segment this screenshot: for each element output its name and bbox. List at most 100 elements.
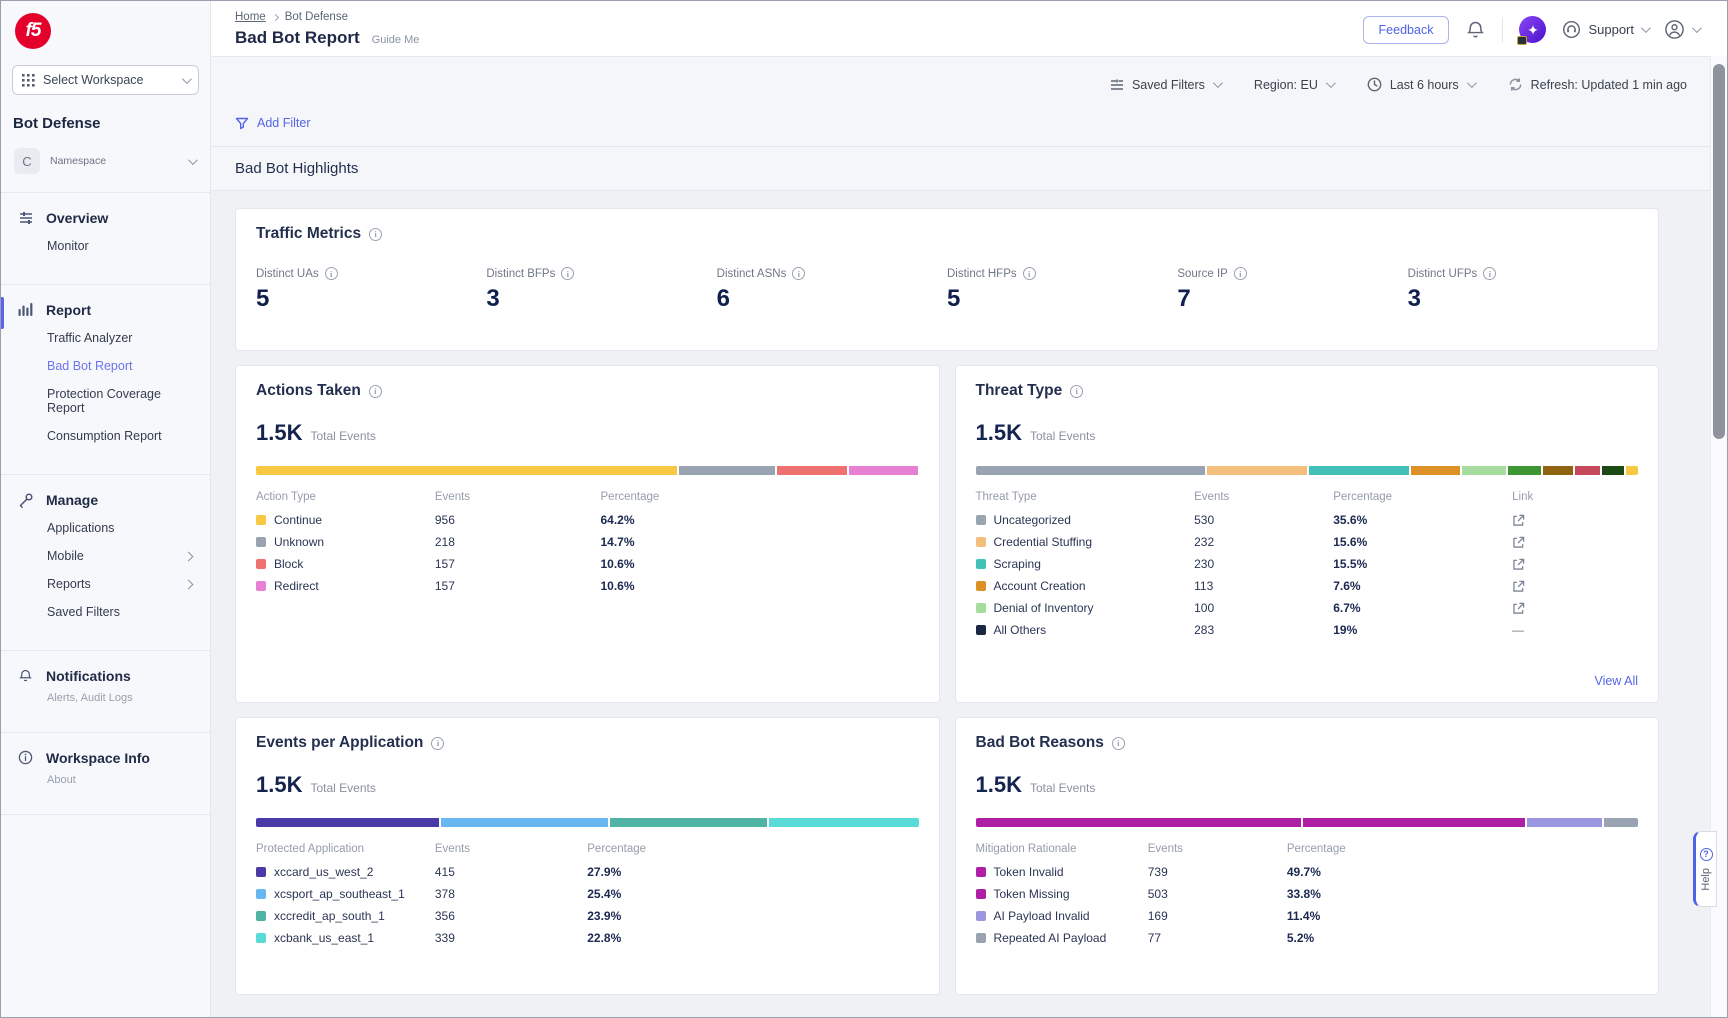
help-tab[interactable]: ? Help [1693, 831, 1717, 907]
external-link-icon[interactable] [1512, 602, 1525, 615]
sidebar-item-saved-filters[interactable]: Saved Filters [1, 598, 210, 626]
row-events: 232 [1194, 535, 1215, 549]
row-label: Account Creation [993, 579, 1086, 593]
row-events: 230 [1194, 557, 1215, 571]
notifications-subtitle: Alerts, Audit Logs [47, 692, 133, 704]
view-all-link[interactable]: View All [1594, 674, 1638, 688]
sidebar-item-mobile[interactable]: Mobile [1, 542, 210, 570]
sidebar-item-reports[interactable]: Reports [1, 570, 210, 598]
table-row: xcsport_ap_southeast_1 378 25.4% [256, 883, 919, 905]
refresh-label: Refresh: Updated 1 min ago [1530, 77, 1687, 92]
sidebar-item-consumption-report[interactable]: Consumption Report [1, 422, 210, 450]
column-header: Percentage [600, 491, 660, 503]
info-icon[interactable] [1022, 267, 1036, 280]
row-events: 100 [1194, 601, 1215, 615]
metric-label: Distinct HFPs [946, 267, 1017, 280]
sidebar-item-label: Applications [47, 521, 115, 535]
chevron-right-icon [271, 13, 279, 21]
legend-swatch [975, 559, 986, 569]
notifications-bell-icon[interactable] [1465, 19, 1486, 40]
sidebar-item-traffic-analyzer[interactable]: Traffic Analyzer [1, 324, 210, 352]
sidebar-item-protection-coverage-report[interactable]: Protection Coverage Report [1, 380, 210, 422]
info-icon[interactable] [792, 267, 806, 280]
table-header: Action Type Events Percentage [256, 491, 919, 509]
support-menu[interactable]: Support [1562, 20, 1651, 39]
saved-filters-dropdown[interactable]: Saved Filters [1110, 77, 1223, 92]
card-title: Bad Bot Reasons [975, 734, 1104, 751]
row-label: Denial of Inventory [993, 601, 1094, 615]
table-header: Mitigation Rationale Events Percentage [976, 843, 1639, 861]
threat-type-card: Threat Type 1.5K Total Events Threat Typ… [954, 365, 1659, 703]
saved-filters-label: Saved Filters [1131, 77, 1205, 92]
ai-assistant-icon[interactable]: ✦ [1517, 16, 1547, 45]
guide-me-link[interactable]: Guide Me [371, 34, 420, 46]
card-title: Actions Taken [256, 382, 361, 399]
info-icon[interactable] [369, 227, 383, 241]
sidebar-item-workspace-info[interactable]: Workspace Info [1, 739, 210, 772]
refresh-button[interactable]: Refresh: Updated 1 min ago [1508, 77, 1687, 92]
metric-value: 7 [1177, 285, 1191, 312]
external-link-icon[interactable] [1512, 514, 1525, 527]
sidebar-item-bad-bot-report[interactable]: Bad Bot Report [1, 352, 210, 380]
info-icon[interactable] [324, 267, 338, 280]
active-section-indicator [1, 297, 4, 329]
metric-value: 6 [716, 285, 731, 312]
sidebar-item-manage[interactable]: Manage [1, 481, 210, 514]
f5-logo[interactable]: f5 [15, 13, 51, 49]
info-icon[interactable] [1233, 267, 1247, 280]
info-icon[interactable] [431, 736, 445, 750]
sidebar-item-monitor[interactable]: Monitor [1, 232, 210, 260]
table-row: Scraping 230 15.5% [975, 553, 1639, 575]
sidebar-item-notifications[interactable]: Notifications [1, 657, 210, 690]
row-label: Continue [274, 513, 323, 527]
region-dropdown[interactable]: Region: EU [1254, 78, 1336, 92]
external-link-icon[interactable] [1512, 536, 1525, 549]
info-icon[interactable] [561, 267, 575, 280]
table-row: Uncategorized 530 35.6% [975, 509, 1639, 531]
sidebar-item-label: Report [46, 301, 92, 318]
row-percentage: 10.6% [600, 579, 635, 593]
chevron-down-icon [1691, 23, 1702, 34]
row-percentage: 49.7% [1286, 865, 1321, 879]
row-label: Token Invalid [993, 865, 1064, 879]
sidebar-item-applications[interactable]: Applications [1, 514, 210, 542]
row-percentage: 15.6% [1333, 535, 1368, 549]
divider [1, 814, 210, 815]
external-link-icon[interactable] [1512, 558, 1525, 571]
events-per-application-card: Events per Application 1.5K Total Events… [235, 717, 940, 995]
sidebar-item-report[interactable]: Report [1, 291, 210, 329]
filter-list-icon [1110, 79, 1124, 91]
breadcrumb-home[interactable]: Home [235, 11, 266, 23]
row-label: Block [274, 557, 304, 571]
info-icon[interactable] [368, 384, 382, 398]
info-icon[interactable] [1070, 384, 1084, 398]
account-menu[interactable] [1664, 19, 1702, 40]
namespace-selector[interactable]: C Namespace [12, 144, 199, 178]
row-percentage: 11.4% [1286, 909, 1321, 923]
info-icon[interactable] [1483, 267, 1497, 280]
divider [1502, 16, 1504, 43]
column-header: Percentage [1286, 843, 1346, 855]
sidebar-item-overview[interactable]: Overview [1, 199, 210, 232]
breadcrumb: Home Bot Defense [235, 11, 419, 23]
bell-icon [17, 667, 34, 684]
info-icon[interactable] [1111, 736, 1125, 750]
metric-value: 5 [946, 285, 961, 312]
column-header: Percentage [1333, 491, 1393, 503]
time-range-dropdown[interactable]: Last 6 hours [1367, 77, 1477, 92]
divider [1, 474, 210, 475]
question-mark-icon: ? [1699, 847, 1713, 861]
row-label: Token Missing [993, 887, 1070, 901]
external-link-icon[interactable] [1512, 580, 1525, 593]
divider [1, 192, 210, 193]
select-workspace-button[interactable]: Select Workspace [12, 65, 199, 95]
scrollbar-track[interactable] [1710, 56, 1727, 1017]
scrollbar-thumb[interactable] [1713, 64, 1725, 439]
feedback-button[interactable]: Feedback [1362, 15, 1450, 44]
metric-label: Distinct UAs [256, 267, 319, 280]
total-events-label: Total Events [1029, 429, 1096, 443]
add-filter-button[interactable]: Add Filter [235, 116, 311, 130]
row-events: 113 [1194, 579, 1214, 593]
row-percentage: 35.6% [1333, 513, 1368, 527]
row-percentage: 33.8% [1286, 887, 1321, 901]
